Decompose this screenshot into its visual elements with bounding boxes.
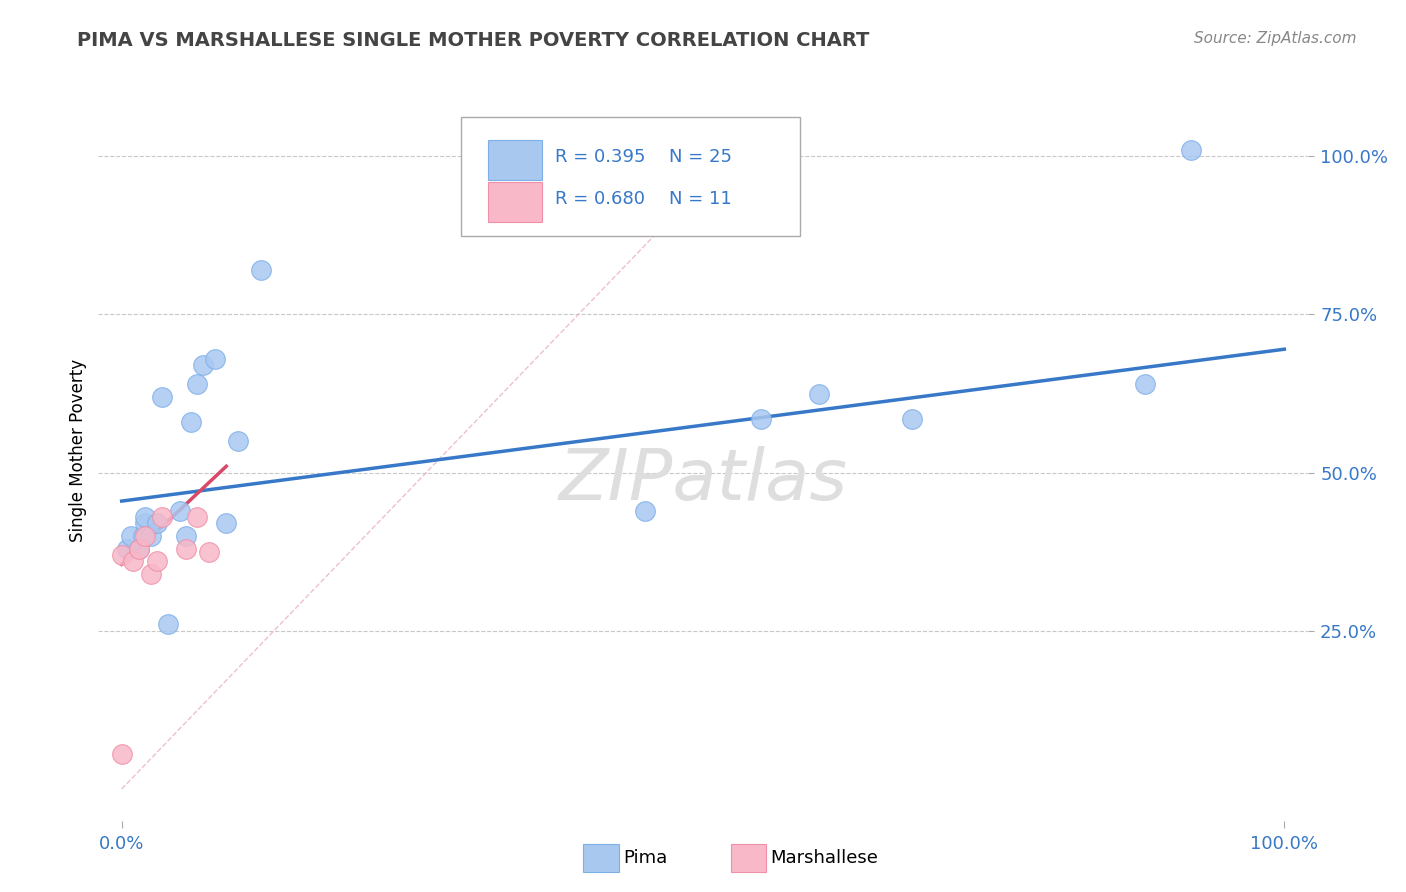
Point	[198, 545, 221, 559]
Point	[901, 412, 924, 426]
Point	[120, 529, 142, 543]
Point	[157, 617, 180, 632]
Text: PIMA VS MARSHALLESE SINGLE MOTHER POVERTY CORRELATION CHART: PIMA VS MARSHALLESE SINGLE MOTHER POVERT…	[77, 31, 870, 50]
Text: R = 0.680: R = 0.680	[555, 190, 645, 208]
Point	[634, 503, 657, 517]
Point	[180, 415, 202, 429]
Point	[150, 390, 173, 404]
Point	[226, 434, 249, 448]
Point	[134, 529, 156, 543]
Text: R = 0.395: R = 0.395	[555, 148, 645, 167]
Point	[131, 529, 153, 543]
Point	[174, 529, 197, 543]
Text: N = 11: N = 11	[669, 190, 733, 208]
Point	[128, 541, 150, 556]
Point	[134, 509, 156, 524]
FancyBboxPatch shape	[461, 117, 800, 235]
Point	[145, 516, 167, 531]
Point	[169, 503, 191, 517]
Point	[808, 386, 831, 401]
Text: Source: ZipAtlas.com: Source: ZipAtlas.com	[1194, 31, 1357, 46]
Y-axis label: Single Mother Poverty: Single Mother Poverty	[69, 359, 87, 542]
Point	[122, 554, 145, 568]
Point	[145, 554, 167, 568]
Point	[191, 358, 214, 372]
Point	[250, 263, 273, 277]
Point	[139, 529, 162, 543]
Text: ZIPatlas: ZIPatlas	[558, 446, 848, 515]
Point	[139, 566, 162, 581]
Point	[186, 509, 208, 524]
Text: N = 25: N = 25	[669, 148, 733, 167]
Text: Marshallese: Marshallese	[770, 849, 879, 867]
Text: Pima: Pima	[623, 849, 666, 867]
FancyBboxPatch shape	[488, 182, 543, 222]
Point	[111, 747, 134, 762]
Point	[204, 351, 226, 366]
Point	[128, 541, 150, 556]
FancyBboxPatch shape	[488, 139, 543, 180]
Point	[215, 516, 238, 531]
Point	[1180, 143, 1202, 157]
Point	[1133, 377, 1156, 392]
Point	[174, 541, 197, 556]
Point	[749, 412, 772, 426]
Point	[134, 516, 156, 531]
Point	[186, 377, 208, 392]
Point	[111, 548, 134, 562]
Point	[117, 541, 139, 556]
Point	[150, 509, 173, 524]
